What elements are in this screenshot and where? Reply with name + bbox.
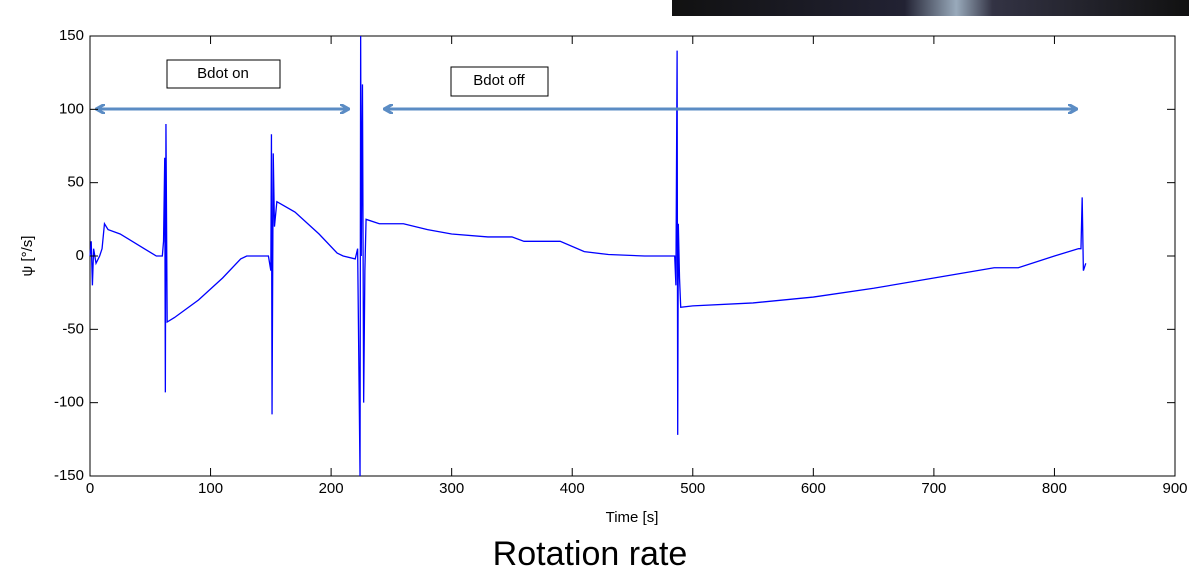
y-tick-label: 150 (59, 27, 84, 44)
x-tick-label: 0 (86, 480, 94, 497)
x-tick-label: 600 (801, 480, 826, 497)
x-tick-label: 500 (680, 480, 705, 497)
y-tick-label: 100 (59, 100, 84, 117)
y-tick-label: 0 (76, 247, 84, 264)
data-line (89, 35, 1087, 477)
caption: Rotation rate (493, 535, 688, 573)
y-tick-label: 50 (67, 174, 84, 191)
photo-fragment (672, 0, 1189, 16)
y-tick-label: -150 (54, 467, 84, 484)
x-axis-label: Time [s] (606, 509, 659, 526)
y-tick-label: -50 (62, 320, 84, 337)
x-tick-label: 700 (921, 480, 946, 497)
y-tick-label: -100 (54, 394, 84, 411)
x-tick-label: 200 (319, 480, 344, 497)
annotation: Bdot on (197, 65, 249, 82)
plot-layer (89, 35, 1087, 477)
annotation: Bdot off (473, 72, 525, 89)
x-tick-label: 900 (1162, 480, 1187, 497)
x-tick-label: 800 (1042, 480, 1067, 497)
annotation-box (166, 59, 281, 89)
y-axis-label: ψ [°/s] (19, 236, 36, 277)
x-tick-label: 100 (198, 480, 223, 497)
annotation-box (450, 66, 549, 97)
x-tick-label: 400 (560, 480, 585, 497)
x-tick-label: 300 (439, 480, 464, 497)
